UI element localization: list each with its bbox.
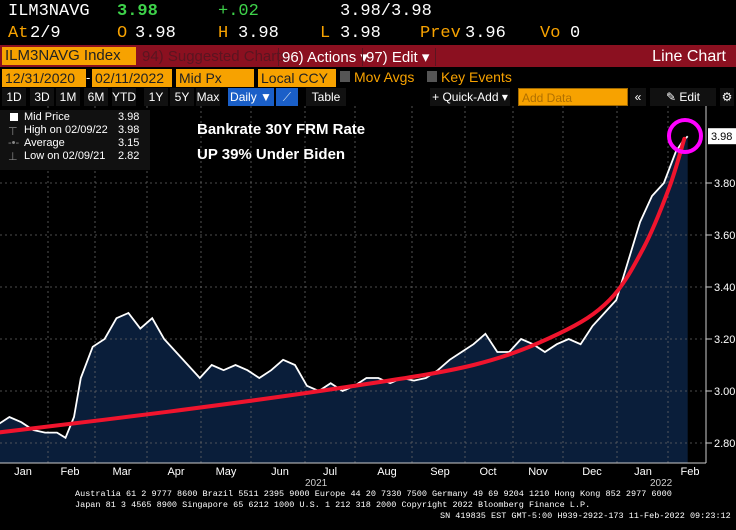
x-month-label: Dec xyxy=(582,466,602,478)
price-area xyxy=(0,136,688,463)
chart-legend: Mid Price 3.98 ⊤ High on 02/09/22 3.98 -•-… xyxy=(0,110,150,170)
x-month-label: Aug xyxy=(377,466,397,478)
x-month-label: Jan xyxy=(14,466,32,478)
x-month-label: Nov xyxy=(528,466,548,478)
key-events-checkbox[interactable] xyxy=(427,71,437,82)
bid-ask: 3.98/3.98 xyxy=(340,2,432,21)
field-select[interactable]: Mid Px xyxy=(176,69,254,87)
security-field[interactable]: ILM3NAVG Index xyxy=(2,47,136,65)
last-value-label: 3.98 xyxy=(711,131,732,143)
legend-high: High on 02/09/22 xyxy=(24,124,108,136)
footer-line-2: Japan 81 3 4565 8900 Singapore 65 6212 1… xyxy=(75,500,591,510)
open-label: O xyxy=(117,24,128,43)
change: +.02 xyxy=(218,2,259,21)
volume-value: 0 xyxy=(570,24,581,43)
highlight-circle xyxy=(667,118,703,154)
suggested-charts-button[interactable]: 94) Suggested Charts xyxy=(142,48,288,65)
x-month-label: Jan xyxy=(634,466,652,478)
y-tick-label: 3.60 xyxy=(714,230,735,242)
legend-low: Low on 02/09/21 xyxy=(24,150,106,162)
x-month-label: Feb xyxy=(61,466,80,478)
collapse-button[interactable]: « xyxy=(630,88,646,106)
low-label: L xyxy=(320,24,331,43)
mov-avgs-checkbox[interactable] xyxy=(340,71,350,82)
price-line xyxy=(0,135,689,440)
gear-icon[interactable]: ⚙ xyxy=(720,88,734,106)
footer-line-1: Australia 61 2 9777 8600 Brazil 5511 239… xyxy=(75,489,672,499)
period-button-6m[interactable]: 6M xyxy=(84,88,108,106)
x-year-label: 2022 xyxy=(650,478,673,488)
at-label: At xyxy=(8,24,29,43)
quick-add-button[interactable]: + Quick-Add ▾ xyxy=(430,88,510,106)
mov-avgs-label: Mov Avgs xyxy=(354,69,415,85)
x-month-label: May xyxy=(216,466,237,478)
x-month-label: Apr xyxy=(167,466,184,478)
high-value: 3.98 xyxy=(238,24,279,43)
x-month-label: Jul xyxy=(323,466,337,478)
period-button-ytd[interactable]: YTD xyxy=(112,88,136,106)
last-value-tag xyxy=(708,128,736,145)
at-value: 2/9 xyxy=(30,24,61,43)
date-separator: - xyxy=(86,70,91,85)
currency-select[interactable]: Local CCY xyxy=(258,69,336,87)
toolbar: Daily ▼ ⟋ Table + Quick-Add ▾ Add Data «… xyxy=(0,88,736,122)
start-date-input[interactable]: 12/31/2020 xyxy=(2,69,86,87)
x-month-label: Mar xyxy=(113,466,132,478)
x-month-label: Oct xyxy=(479,466,496,478)
end-date-input[interactable]: 02/11/2022 xyxy=(92,69,172,87)
quote-row-2: At 2/9 O 3.98 H 3.98 L 3.98 Prev 3.96 Vo 0 xyxy=(0,24,736,44)
volume-label: Vo xyxy=(540,24,561,43)
prev-label: Prev xyxy=(420,24,461,43)
period-button-5y[interactable]: 5Y xyxy=(170,88,194,106)
low-marker-icon: ⊥ xyxy=(8,151,18,163)
period-button-3d[interactable]: 3D xyxy=(30,88,54,106)
x-month-label: Sep xyxy=(430,466,450,478)
add-data-input[interactable]: Add Data xyxy=(518,88,628,106)
period-button-max[interactable]: Max xyxy=(196,88,220,106)
period-button-1m[interactable]: 1M xyxy=(56,88,80,106)
quote-row-1: ILM3NAVG 3.98 +.02 3.98/3.98 xyxy=(0,2,736,22)
legend-mid-price-value: 3.98 xyxy=(118,111,140,123)
legend-average-value: 3.15 xyxy=(118,137,140,149)
annotation-line-2: UP 39% Under Biden xyxy=(197,146,346,163)
low-value: 3.98 xyxy=(340,24,381,43)
actions-menu[interactable]: 96) Actions ▾ xyxy=(278,48,368,66)
x-year-label: 2021 xyxy=(305,478,328,488)
y-tick-label: 3.80 xyxy=(714,178,735,190)
line-chart-icon[interactable]: ⟋ xyxy=(276,88,298,106)
high-label: H xyxy=(218,24,229,43)
annotation-line-1: Bankrate 30Y FRM Rate xyxy=(197,121,366,138)
frequency-select[interactable]: Daily ▼ xyxy=(228,88,274,106)
y-tick-label: 3.00 xyxy=(714,386,735,398)
legend-mid-price: Mid Price xyxy=(24,111,70,123)
chart-type-label: Line Chart xyxy=(652,48,726,65)
last-price: 3.98 xyxy=(117,2,158,21)
prev-value: 3.96 xyxy=(465,24,506,43)
mid-price-swatch xyxy=(10,113,18,121)
x-month-label: Jun xyxy=(271,466,289,478)
legend-average: Average xyxy=(24,137,65,149)
edit-menu[interactable]: 97) Edit ▾ xyxy=(362,48,437,66)
y-tick-label: 3.20 xyxy=(714,334,735,346)
period-button-1y[interactable]: 1Y xyxy=(144,88,168,106)
period-button-1d[interactable]: 1D xyxy=(2,88,26,106)
x-month-label: Feb xyxy=(681,466,700,478)
high-marker-icon: ⊤ xyxy=(8,126,18,138)
key-events-label: Key Events xyxy=(441,69,512,85)
average-marker-icon: -•- xyxy=(8,137,20,149)
y-tick-label: 2.80 xyxy=(714,438,735,450)
menu-bar: ILM3NAVG Index 94) Suggested Charts 96) … xyxy=(0,45,736,67)
ticker: ILM3NAVG xyxy=(8,2,90,21)
y-tick-label: 3.40 xyxy=(714,282,735,294)
open-value: 3.98 xyxy=(135,24,176,43)
table-button[interactable]: Table xyxy=(306,88,346,106)
edit-chart-button[interactable]: ✎ Edit Chart xyxy=(650,88,716,122)
trend-line xyxy=(0,136,687,435)
footer-line-3: SN 419835 EST GMT-5:00 H939-2922-173 11-… xyxy=(440,511,731,521)
legend-high-value: 3.98 xyxy=(118,124,140,136)
legend-low-value: 2.82 xyxy=(118,150,140,162)
